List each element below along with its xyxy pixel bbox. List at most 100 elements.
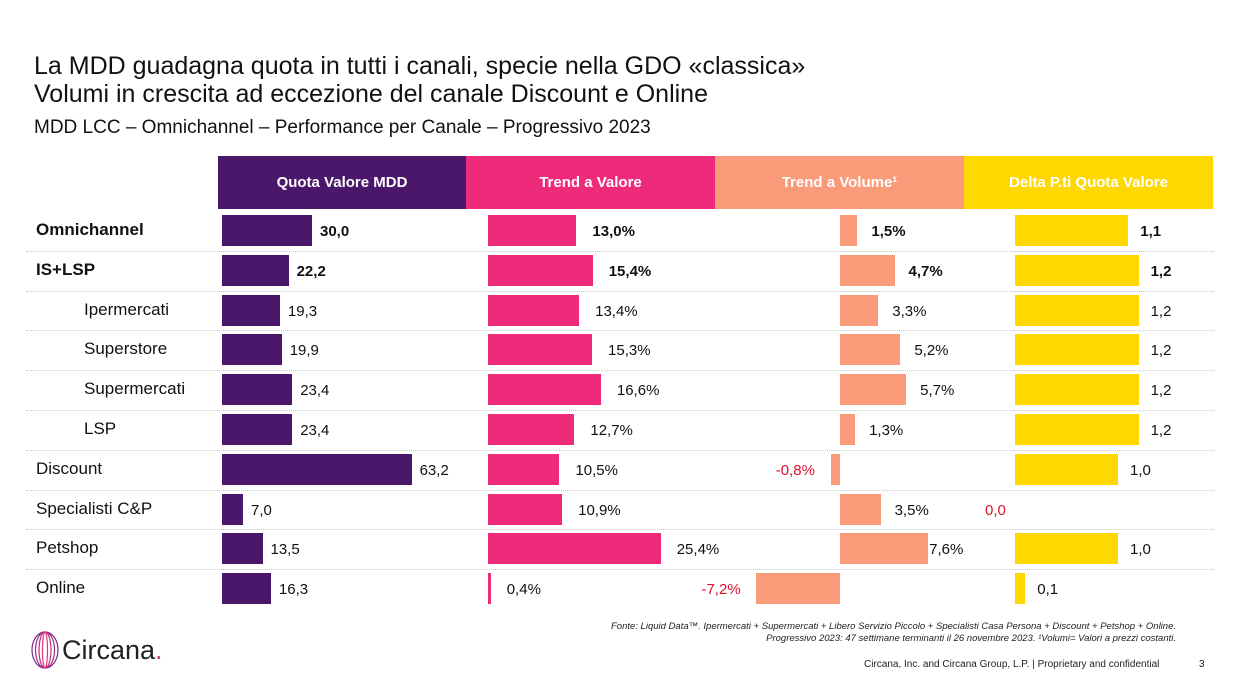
data-label: 16,6% (616, 382, 660, 400)
row-separator (26, 449, 1214, 451)
data-label: 15,4% (608, 262, 652, 280)
data-label: 0,0 (985, 501, 1006, 519)
page-number: 3 (1199, 659, 1205, 670)
data-label: 1,0 (1130, 541, 1151, 559)
bar (1015, 573, 1026, 605)
data-label: 10,9% (578, 501, 621, 519)
circana-logo: Circana. (30, 630, 163, 670)
data-label: 1,2 (1150, 262, 1172, 280)
row-separator (26, 410, 1214, 411)
bar (840, 493, 881, 525)
data-label: 1,2 (1150, 422, 1172, 439)
bar (488, 573, 491, 605)
data-label: 10,5% (575, 461, 618, 479)
bar (840, 533, 929, 565)
bar (222, 294, 280, 326)
bar (222, 414, 293, 445)
data-label: 23,4 (300, 422, 330, 439)
data-label: 13,0% (592, 223, 635, 240)
title-line-1: La MDD guadagna quota in tutti i canali,… (34, 52, 806, 80)
row-label: Superstore (84, 339, 168, 359)
data-label: 15,3% (608, 342, 651, 360)
data-label: -7,2% (701, 581, 741, 599)
data-label: 0,1 (1037, 581, 1059, 599)
bar (840, 334, 901, 366)
data-label: 3,3% (892, 302, 927, 320)
data-label: 19,3 (287, 302, 318, 320)
bar (222, 374, 293, 406)
data-label: 1,3% (869, 422, 904, 439)
bar (1015, 254, 1139, 286)
row-label: Online (36, 578, 86, 598)
row-separator (26, 330, 1214, 332)
row-separator (26, 569, 1214, 571)
data-label: 1,5% (871, 223, 906, 240)
page-subtitle: MDD LCC – Omnichannel – Performance per … (34, 117, 651, 138)
bar (222, 215, 312, 246)
bar (488, 493, 563, 525)
bar (222, 533, 263, 565)
data-label: 4,7% (908, 262, 943, 280)
column-header: Trend a Valore (466, 156, 715, 209)
column-header: Trend a Volume¹ (715, 156, 964, 209)
data-label: 5,2% (914, 342, 949, 360)
row-label: Specialisti C&P (36, 498, 153, 518)
bar (222, 453, 412, 485)
data-label: 16,3 (278, 581, 309, 599)
bar (1015, 414, 1139, 445)
data-label: 1,2 (1150, 302, 1172, 320)
row-label: Petshop (36, 538, 99, 558)
data-label: 7,6% (929, 541, 964, 559)
data-label: 0,4% (506, 581, 541, 599)
bar (488, 453, 560, 485)
bar (840, 294, 879, 326)
row-label: Ipermercati (84, 299, 170, 319)
title-line-2: Volumi in crescita ad eccezione del cana… (34, 80, 708, 108)
data-label: 30,0 (320, 223, 350, 240)
bar (1015, 334, 1139, 366)
data-label: 23,4 (300, 382, 330, 400)
bar (488, 533, 661, 565)
page-title: La MDD guadagna quota in tutti i canali,… (34, 52, 805, 108)
bar (488, 294, 580, 326)
bar (1015, 294, 1139, 326)
bar (488, 334, 593, 366)
bar (1015, 374, 1139, 406)
data-label: 13,5 (270, 541, 300, 559)
bar (840, 374, 907, 406)
row-label: Omnichannel (36, 220, 144, 239)
bar (222, 334, 282, 366)
data-label: 3,5% (894, 501, 929, 519)
logo-dot: . (155, 634, 163, 665)
data-label: 1,2 (1150, 342, 1172, 360)
data-label: 19,9 (289, 342, 319, 360)
footnote: Fonte: Liquid Data™. Ipermercati + Super… (611, 621, 1176, 645)
logo-wordmark: Circana (62, 634, 156, 665)
row-label: LSP (84, 419, 117, 438)
footnote-line-2: Progressivo 2023: 47 settimane terminant… (766, 633, 1176, 644)
bar (488, 414, 575, 445)
bar (830, 453, 840, 485)
bar (222, 573, 271, 605)
data-label: -0,8% (775, 461, 815, 479)
data-label: 25,4% (676, 541, 720, 559)
bar (1015, 453, 1118, 485)
bar (222, 493, 243, 525)
bar (488, 374, 601, 406)
circana-logo-icon (31, 631, 59, 669)
row-label: Supermercati (84, 379, 186, 399)
row-separator (26, 250, 1214, 252)
data-label: 5,7% (920, 382, 955, 400)
copyright-text: Circana, Inc. and Circana Group, L.P. | … (864, 659, 1160, 670)
row-separator (26, 489, 1214, 491)
data-label: 1,2 (1150, 382, 1172, 400)
bar (1015, 533, 1118, 565)
bar (840, 215, 858, 246)
footnote-line-1: Fonte: Liquid Data™. Ipermercati + Super… (610, 621, 1176, 632)
bar (840, 414, 856, 445)
data-label: 13,4% (595, 302, 638, 320)
row-separator (26, 370, 1214, 372)
row-separator (26, 290, 1214, 292)
bar (840, 254, 895, 286)
bar (222, 254, 289, 286)
